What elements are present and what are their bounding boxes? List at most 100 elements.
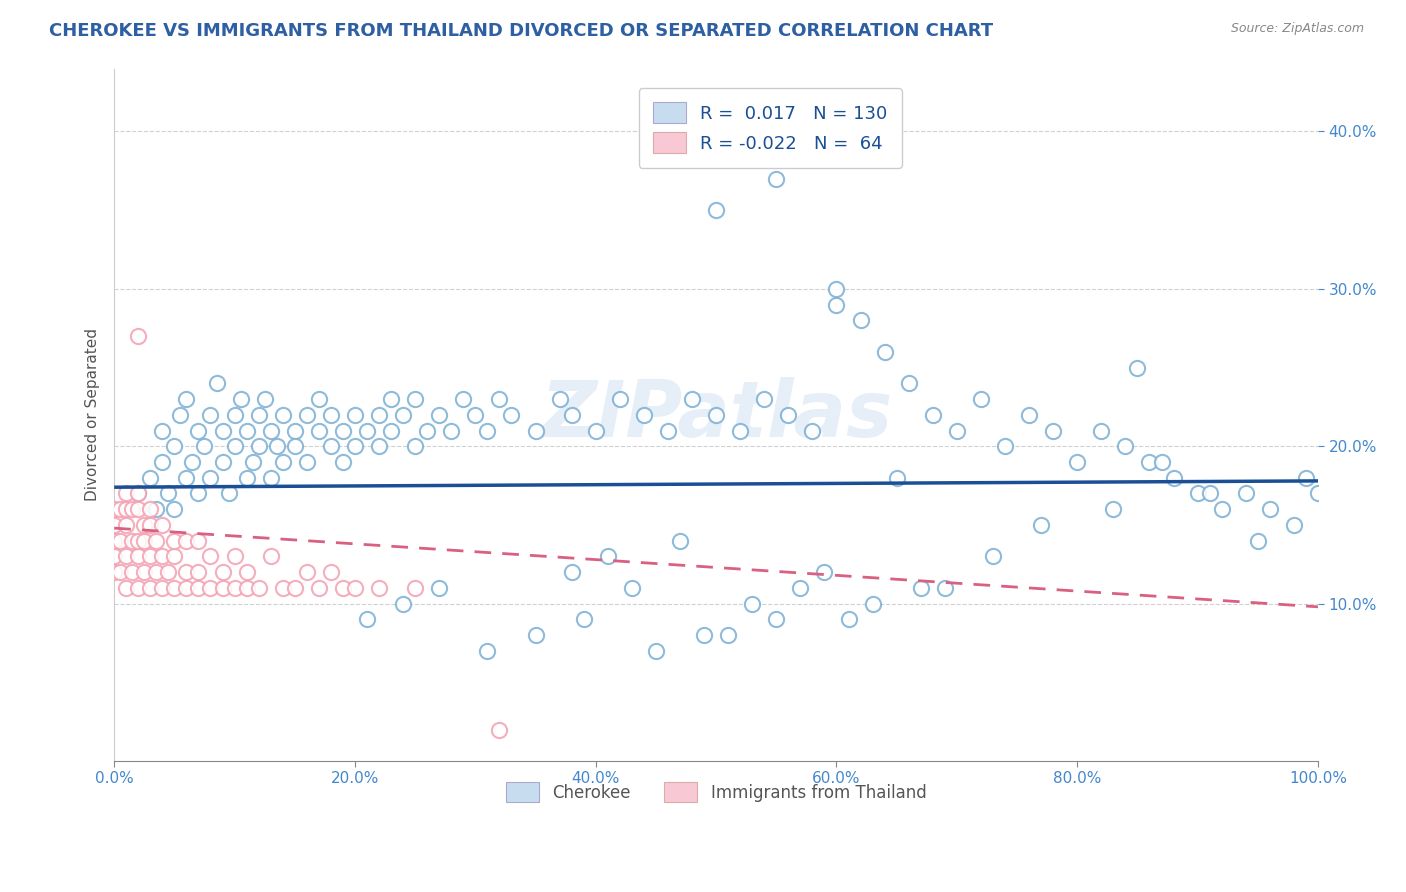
Point: [247, 581, 270, 595]
Point: [163, 581, 186, 595]
Point: [645, 644, 668, 658]
Point: [789, 581, 811, 595]
Point: [596, 549, 619, 564]
Point: [103, 549, 125, 564]
Point: [548, 392, 571, 406]
Point: [139, 581, 162, 595]
Point: [253, 392, 276, 406]
Point: [200, 408, 222, 422]
Point: [229, 392, 252, 406]
Point: [1029, 518, 1052, 533]
Point: [741, 597, 763, 611]
Point: [134, 533, 156, 548]
Point: [163, 439, 186, 453]
Point: [176, 533, 198, 548]
Point: [404, 392, 426, 406]
Point: [308, 392, 330, 406]
Point: [609, 392, 631, 406]
Point: [380, 392, 402, 406]
Point: [585, 424, 607, 438]
Point: [633, 408, 655, 422]
Point: [103, 518, 125, 533]
Point: [368, 581, 391, 595]
Point: [127, 502, 149, 516]
Point: [211, 565, 233, 579]
Point: [211, 581, 233, 595]
Point: [704, 408, 727, 422]
Point: [332, 424, 354, 438]
Point: [477, 424, 499, 438]
Point: [620, 581, 643, 595]
Point: [669, 533, 692, 548]
Point: [235, 565, 257, 579]
Point: [308, 424, 330, 438]
Point: [501, 408, 523, 422]
Point: [108, 502, 131, 516]
Point: [150, 518, 173, 533]
Point: [1018, 408, 1040, 422]
Point: [1139, 455, 1161, 469]
Point: [319, 439, 342, 453]
Point: [778, 408, 800, 422]
Point: [380, 424, 402, 438]
Point: [176, 565, 198, 579]
Point: [108, 565, 131, 579]
Point: [801, 424, 824, 438]
Point: [572, 612, 595, 626]
Point: [211, 424, 233, 438]
Point: [1198, 486, 1220, 500]
Point: [295, 565, 318, 579]
Point: [150, 581, 173, 595]
Point: [427, 408, 450, 422]
Point: [150, 549, 173, 564]
Point: [1282, 518, 1305, 533]
Point: [145, 502, 167, 516]
Point: [1295, 471, 1317, 485]
Point: [169, 408, 191, 422]
Point: [157, 486, 180, 500]
Point: [897, 376, 920, 391]
Point: [416, 424, 439, 438]
Point: [356, 424, 378, 438]
Point: [235, 471, 257, 485]
Point: [242, 455, 264, 469]
Point: [260, 424, 283, 438]
Point: [235, 581, 257, 595]
Point: [187, 424, 209, 438]
Point: [356, 612, 378, 626]
Point: [235, 424, 257, 438]
Point: [176, 581, 198, 595]
Point: [134, 518, 156, 533]
Point: [453, 392, 475, 406]
Point: [704, 203, 727, 218]
Point: [404, 581, 426, 595]
Point: [127, 486, 149, 500]
Point: [477, 644, 499, 658]
Point: [934, 581, 956, 595]
Point: [121, 565, 143, 579]
Point: [224, 408, 246, 422]
Point: [343, 581, 366, 595]
Point: [392, 597, 415, 611]
Point: [873, 344, 896, 359]
Legend: Cherokee, Immigrants from Thailand: Cherokee, Immigrants from Thailand: [492, 769, 939, 815]
Point: [150, 424, 173, 438]
Point: [187, 533, 209, 548]
Point: [139, 502, 162, 516]
Point: [524, 424, 547, 438]
Point: [127, 549, 149, 564]
Point: [218, 486, 240, 500]
Point: [1163, 471, 1185, 485]
Point: [121, 502, 143, 516]
Point: [115, 581, 138, 595]
Point: [754, 392, 776, 406]
Point: [1114, 439, 1136, 453]
Point: [121, 533, 143, 548]
Point: [1102, 502, 1125, 516]
Point: [115, 502, 138, 516]
Point: [1187, 486, 1209, 500]
Point: [176, 471, 198, 485]
Point: [1258, 502, 1281, 516]
Point: [1066, 455, 1088, 469]
Point: [200, 471, 222, 485]
